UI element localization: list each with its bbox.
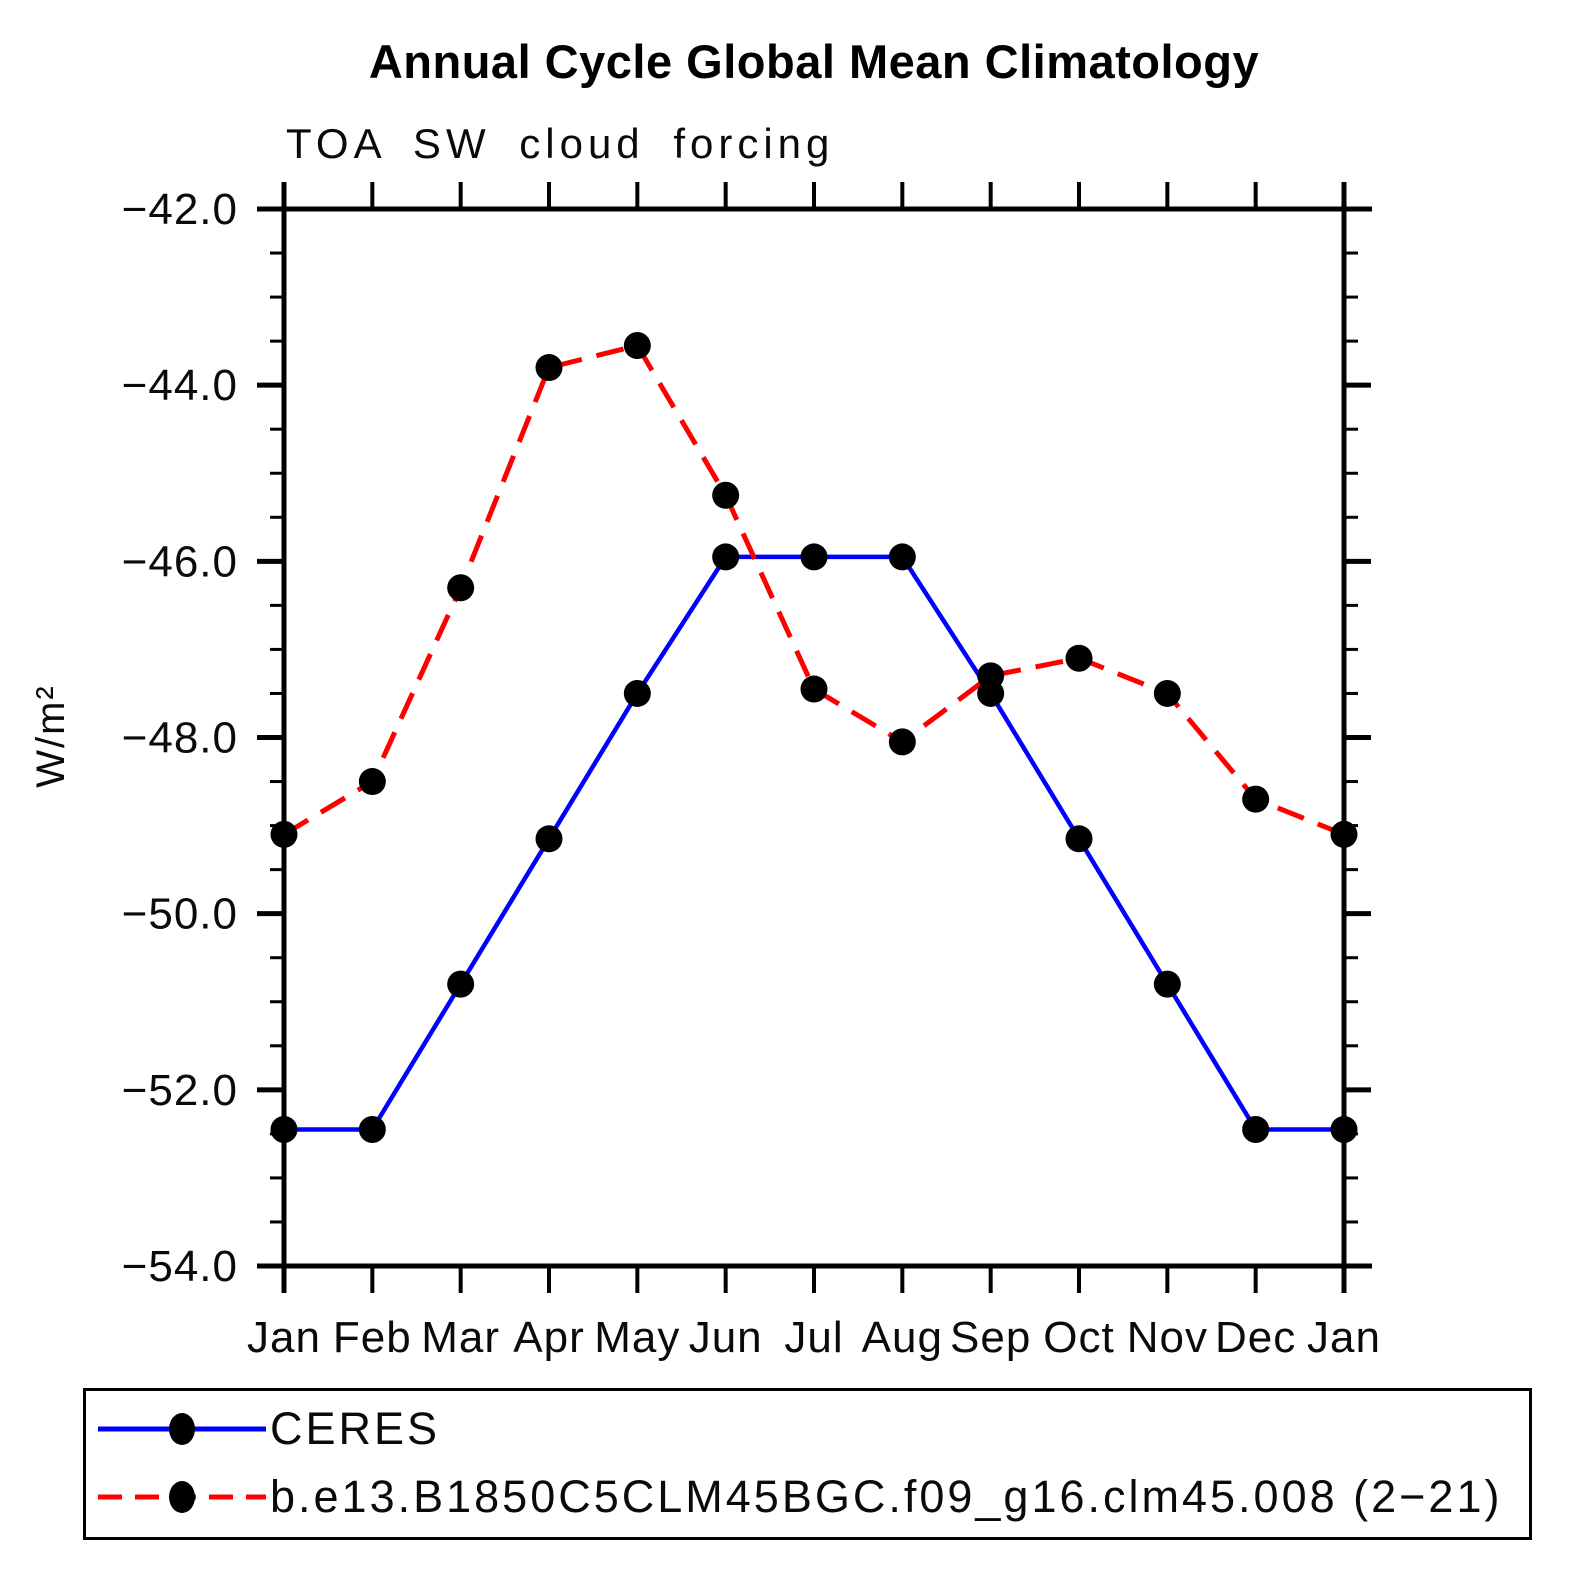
ceres-data-point-marker [1242,1115,1270,1143]
y-tick-label: −48.0 [122,714,238,763]
legend-line-sample-model [98,1481,266,1513]
model-data-point-marker [712,481,740,509]
ceres-data-point-marker [800,543,828,571]
x-tick-label: Jun [689,1313,763,1362]
x-tick-label: Dec [1215,1313,1296,1362]
series-line-ceres [284,554,1344,1132]
x-tick-label: May [594,1313,680,1362]
y-tick-label: −46.0 [122,537,238,586]
chart-title: Annual Cycle Global Mean Climatology [368,35,1260,88]
x-tick-label: Aug [862,1313,943,1362]
ceres-data-point-marker [535,825,563,853]
model-data-point-marker [623,332,651,360]
model-data-point-marker [1242,785,1270,813]
model-data-point-marker [1330,820,1358,848]
model-data-point-marker [1065,644,1093,672]
ceres-data-point-marker [888,543,916,571]
legend-marker-dot-icon [169,1413,195,1445]
ceres-data-point-marker [1153,970,1181,998]
x-tick-label: Oct [1043,1313,1114,1362]
x-tick-label: Jan [1307,1313,1381,1362]
y-tick-label: −50.0 [122,890,238,939]
legend-label-ceres: CERES [270,1403,441,1454]
model-data-point-marker [535,354,563,382]
ceres-data-point-marker [623,679,651,707]
model-data-point-marker [977,662,1005,690]
ceres-data-point-marker [712,543,740,571]
model-data-point-marker [1153,679,1181,707]
series-line-model [282,342,1345,837]
chart-subtitle: TOA SW cloud forcing [286,120,835,167]
y-tick-label: −44.0 [122,361,238,410]
legend-row-model: b.e13.B1850C5CLM45BGC.f09_g16.clm45.008 … [94,1471,1502,1522]
y-tick-label: −52.0 [122,1066,238,1115]
x-tick-label: Jul [784,1313,843,1362]
ceres-data-point-marker [270,1115,298,1143]
ceres-data-point-marker [1065,825,1093,853]
x-tick-label: Nov [1127,1313,1208,1362]
legend-row-ceres: CERES [94,1403,440,1454]
legend-marker-dot-icon [169,1481,195,1513]
legend-line-sample-ceres [98,1413,266,1445]
x-tick-label: Apr [513,1313,584,1362]
model-data-point-marker [270,820,298,848]
x-tick-label: Feb [333,1313,412,1362]
x-tick-label: Jan [247,1313,321,1362]
model-data-point-marker [447,574,475,602]
ceres-data-point-marker [447,970,475,998]
ceres-data-point-marker [358,1115,386,1143]
x-tick-label: Sep [950,1313,1031,1362]
x-tick-label: Mar [421,1313,500,1362]
ceres-data-point-marker [1330,1115,1358,1143]
y-tick-label: −42.0 [122,185,238,234]
model-data-point-marker [358,768,386,796]
model-data-point-marker [888,728,916,756]
legend-label-model: b.e13.B1850C5CLM45BGC.f09_g16.clm45.008 … [270,1471,1503,1522]
legend-box: CERES b.e13.B1850C5CLM45BGC.f09_g16.clm4… [83,1388,1532,1540]
y-tick-label: −54.0 [122,1242,238,1291]
model-data-point-marker [800,675,828,703]
